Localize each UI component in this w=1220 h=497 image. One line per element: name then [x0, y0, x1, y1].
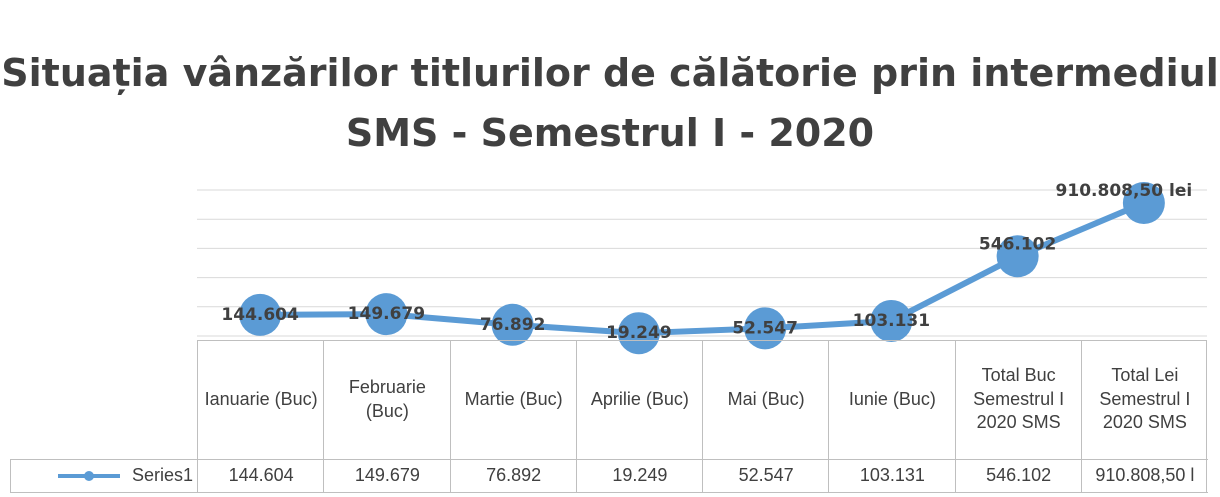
chart-title: SMS - Semestrul I - 2020 [346, 111, 874, 155]
table-value: 910.808,50 l [1080, 459, 1208, 493]
marker [617, 312, 660, 355]
table-value: 76.892 [449, 459, 577, 493]
marker [870, 299, 913, 342]
marker [1122, 182, 1165, 225]
table-value: 149.679 [323, 459, 451, 493]
category-label: Mai (Buc) [702, 340, 830, 460]
table-value: 144.604 [197, 459, 325, 493]
table-value: 52.547 [702, 459, 830, 493]
category-label: Februarie (Buc) [323, 340, 451, 460]
data-label: 19.249 [606, 323, 672, 343]
category-label: Iunie (Buc) [828, 340, 956, 460]
data-label: 910.808,50 lei [1056, 181, 1193, 201]
marker [996, 235, 1039, 278]
data-label: 149.679 [348, 304, 425, 324]
data-label: 546.102 [979, 234, 1056, 254]
legend-key [84, 471, 94, 481]
category-label: Martie (Buc) [449, 340, 577, 460]
category-label: Ianuarie (Buc) [197, 340, 325, 460]
data-label: 52.547 [732, 318, 798, 338]
marker [491, 303, 534, 346]
marker [365, 293, 408, 336]
table-value: 103.131 [828, 459, 956, 493]
chart-title: Situația vânzărilor titlurilor de călăto… [1, 51, 1218, 95]
category-label: Aprilie (Buc) [575, 340, 703, 460]
line [260, 200, 1146, 337]
marker [744, 307, 787, 350]
table-corner: Series1 [10, 459, 197, 493]
data-label: 103.131 [853, 311, 930, 331]
category-label: Total Buc Semestrul I 2020 SMS [954, 340, 1082, 460]
data-label: 144.604 [221, 305, 299, 325]
data-label: 76.892 [480, 315, 546, 335]
category-label: Total Lei Semestrul I 2020 SMS [1080, 340, 1208, 460]
marker [239, 293, 282, 336]
table-value: 19.249 [575, 459, 703, 493]
table-value: 546.102 [954, 459, 1082, 493]
